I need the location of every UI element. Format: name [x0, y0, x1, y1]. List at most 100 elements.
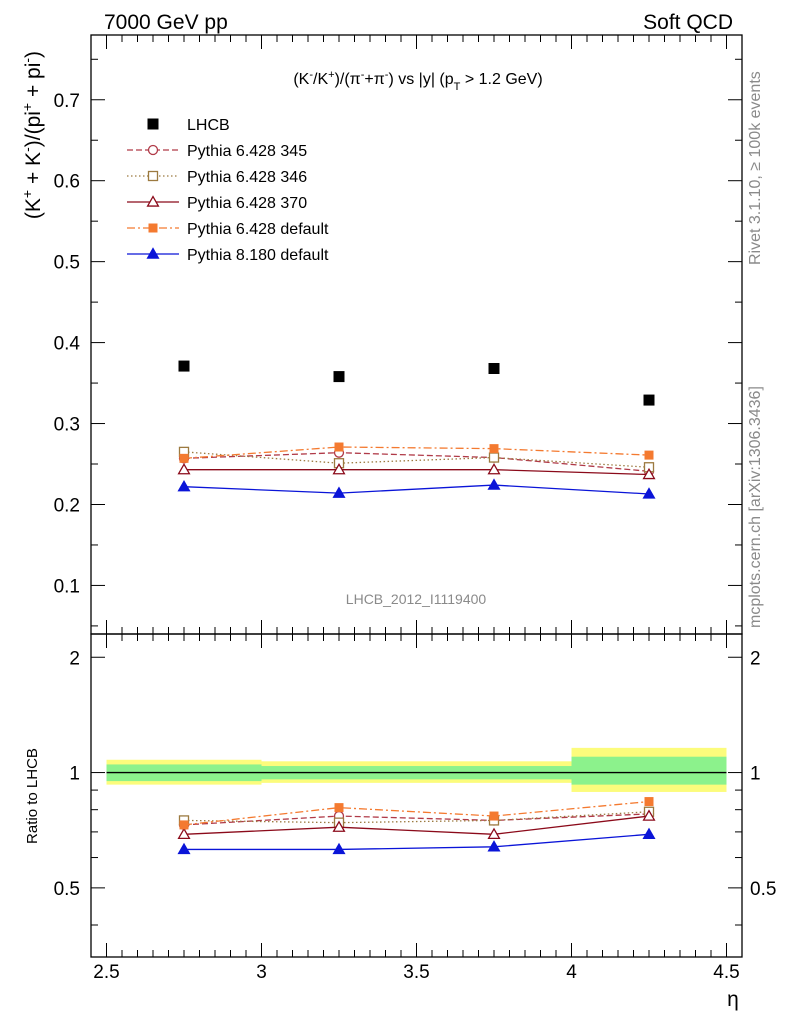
x-tick-label: 4.5 [713, 962, 739, 983]
data-point-pythia-6-428-370 [642, 467, 656, 480]
ratio-point-pythia-8-180-default [487, 840, 501, 852]
data-point-lhcb [643, 394, 655, 406]
rivet-version-label: Rivet 3.1.10, ≥ 100k events [747, 71, 764, 265]
ratio-point-pythia-6-428-370 [177, 827, 191, 839]
legend-label-pythia-6-428-370: Pythia 6.428 370 [187, 195, 307, 212]
data-point-pythia-6-428-370 [332, 462, 346, 475]
legend-marker-pythia-6-428-default [148, 223, 158, 233]
ratio-point-pythia-8-180-default [642, 827, 656, 839]
ratio-y-tick-label: 1 [69, 764, 80, 785]
ratio-y-tick-label-right: 0.5 [750, 879, 776, 900]
ratio-point-pythia-6-428-default [334, 803, 344, 813]
text-part: )/(π [335, 71, 361, 88]
ratio-series-line-pythia-6-428-default [183, 800, 650, 826]
text-part: + [328, 69, 334, 81]
ratio-band-inner [571, 756, 727, 785]
x-tick-label: 4 [566, 962, 577, 983]
ratio-series-line-pythia-6-428-346 [183, 811, 650, 824]
y-tick-label: 0.7 [54, 91, 80, 112]
data-point-lhcb [488, 362, 500, 374]
y-tick-label: 0.4 [54, 334, 81, 355]
text-part: ) [22, 51, 45, 58]
header-right: Soft QCD [643, 11, 733, 34]
legend-label-pythia-6-428-default: Pythia 6.428 default [187, 221, 329, 238]
text-part: +π [364, 71, 384, 88]
text-part: - [385, 69, 389, 81]
ratio-y-tick-label: 0.5 [54, 879, 80, 900]
ratio-y-tick-label-right: 1 [750, 764, 761, 785]
data-point-pythia-6-428-default [489, 444, 499, 454]
text-part: (K [293, 71, 309, 88]
series-line-pythia-8-180-default [183, 484, 650, 495]
ratio-point-pythia-6-428-default [179, 820, 189, 830]
data-point-pythia-6-428-370 [177, 462, 191, 475]
ratio-point-pythia-6-428-default [489, 811, 499, 821]
x-tick-label: 2.5 [93, 962, 119, 983]
legend-marker-pythia-6-428-345 [147, 144, 159, 156]
legend-marker-pythia-8-180-default [146, 247, 160, 259]
text-part: + K [22, 152, 45, 190]
data-point-pythia-8-180-default [177, 479, 191, 492]
series-line-pythia-6-428-345 [183, 452, 650, 472]
ratio-series-line-pythia-6-428-370 [183, 815, 650, 835]
mcplots-label: mcplots.cern.ch [arXiv:1306.3436] [747, 386, 764, 628]
data-point-lhcb [178, 360, 190, 372]
text-part: - [361, 69, 365, 81]
text-part: /K [313, 71, 328, 88]
ratio-y-tick-label: 2 [69, 648, 80, 669]
data-point-pythia-6-428-default [334, 442, 344, 452]
text-part: - [309, 69, 313, 81]
text-part: + [19, 190, 35, 198]
ratio-y-tick-label-right: 2 [750, 648, 761, 669]
data-point-pythia-6-428-370 [487, 462, 501, 475]
legend-label-pythia-6-428-346: Pythia 6.428 346 [187, 169, 307, 186]
y-tick-label: 0.2 [54, 495, 80, 516]
x-tick-label: 3 [256, 962, 267, 983]
ratio-point-pythia-8-180-default [177, 842, 191, 855]
y-tick-label: 0.5 [54, 253, 80, 274]
text-part: + pi [22, 63, 45, 103]
analysis-label: LHCB_2012_I1119400 [346, 591, 487, 607]
ratio-point-pythia-6-428-370 [642, 809, 656, 821]
legend-label-pythia-8-180-default: Pythia 8.180 default [187, 247, 329, 264]
series-line-pythia-6-428-default [183, 446, 650, 459]
text-part: > 1.2 GeV) [460, 71, 542, 88]
data-point-pythia-6-428-default [179, 453, 189, 463]
y-axis-label: (K+ + K-)/(pi+ + pi-) [19, 51, 45, 219]
chart-title: (K-/K+)/(π-+π-) vs |y| (pT > 1.2 GeV) [293, 69, 542, 93]
legend-marker-lhcb [147, 118, 159, 130]
data-point-pythia-8-180-default [487, 478, 501, 490]
text-part: ) vs |y| (p [388, 71, 453, 88]
text-part: - [19, 147, 35, 152]
text-part: + [19, 103, 35, 111]
ratio-y-axis-label: Ratio to LHCB [24, 748, 41, 844]
text-part: (K [22, 198, 45, 219]
ratio-point-pythia-6-428-default [644, 797, 654, 807]
text-part: - [19, 58, 35, 63]
ratio-point-pythia-8-180-default [332, 842, 346, 855]
data-point-pythia-6-428-346 [488, 452, 500, 463]
ratio-point-pythia-6-428-370 [487, 827, 501, 839]
y-tick-label: 0.3 [54, 415, 80, 436]
text-part: T [454, 81, 461, 93]
ratio-series-line-pythia-8-180-default [184, 833, 650, 851]
series-line-pythia-6-428-346 [183, 451, 650, 468]
x-tick-label: 3.5 [403, 962, 429, 983]
text-part: )/(pi [22, 111, 45, 147]
legend: LHCB Pythia 6.428 345 Pythia 6.428 346 Pyth… [127, 117, 329, 264]
legend-label-pythia-6-428-345: Pythia 6.428 345 [187, 143, 307, 160]
y-tick-label: 0.6 [54, 172, 80, 193]
ratio-point-pythia-6-428-370 [332, 820, 346, 832]
data-point-lhcb [333, 371, 345, 383]
x-axis-label: η [727, 988, 739, 1011]
series-line-pythia-6-428-370 [184, 469, 650, 476]
legend-label-lhcb: LHCB [187, 117, 230, 134]
axes: 2.5 3 3.5 4 4.5 0.1 0.2 0.3 0.4 0.5 0.6 0.7 0.5 0.5 1 1… [54, 35, 776, 983]
y-tick-label: 0.1 [54, 576, 80, 597]
header-left: 7000 GeV pp [104, 11, 228, 34]
ratio-frame [90, 633, 743, 958]
data-point-pythia-8-180-default [332, 486, 346, 498]
legend-marker-pythia-6-428-346 [147, 170, 159, 182]
ratio-panel [106, 747, 727, 855]
